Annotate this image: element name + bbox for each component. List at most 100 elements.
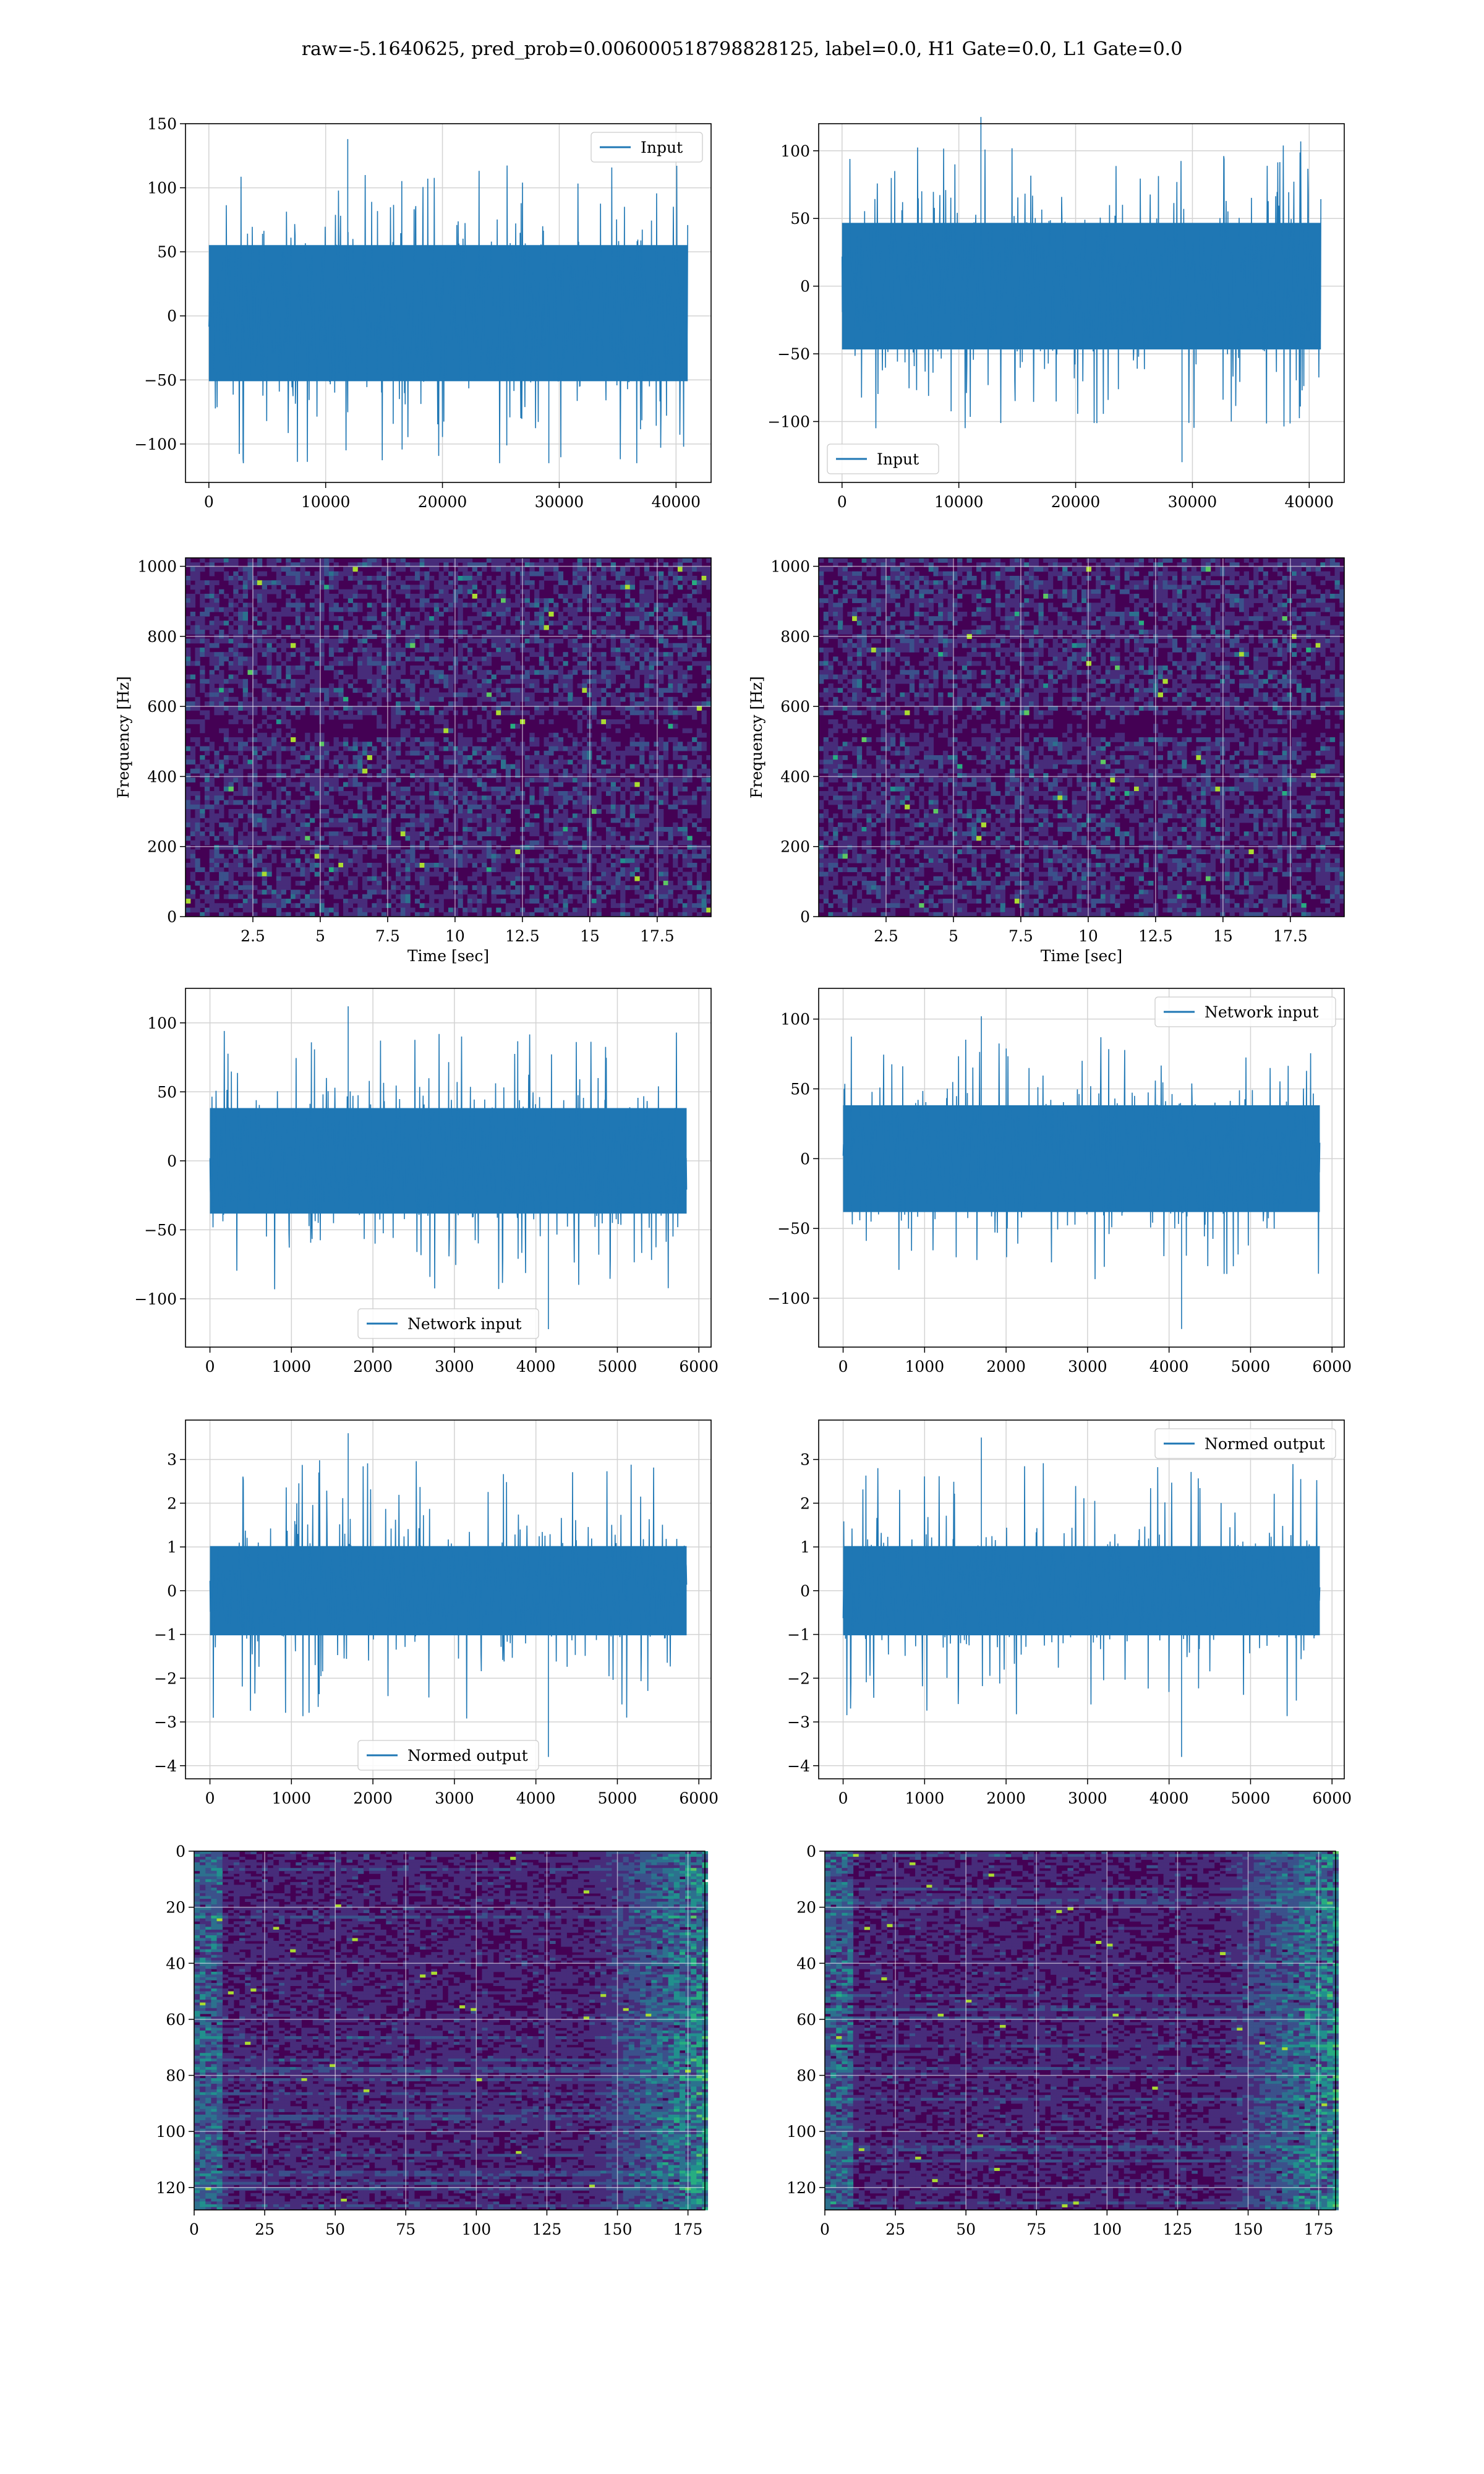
heatmap-cell xyxy=(582,867,587,873)
heatmap-cell xyxy=(458,602,463,608)
heatmap-cell xyxy=(577,666,582,670)
heatmap-cell xyxy=(200,881,205,886)
heatmap-cell xyxy=(309,863,315,868)
heatmap-cell xyxy=(577,616,582,622)
heatmap-cell xyxy=(233,558,239,563)
heatmap-cell xyxy=(267,638,272,644)
heatmap-cell xyxy=(443,804,449,810)
heatmap-cell xyxy=(214,666,220,670)
heatmap-cell xyxy=(438,710,444,716)
heatmap-cell xyxy=(443,598,449,604)
heatmap-cell xyxy=(639,648,645,653)
heatmap-cell xyxy=(190,692,196,698)
heatmap-cell xyxy=(204,840,210,845)
heatmap-cell xyxy=(186,813,191,819)
heatmap-cell xyxy=(429,782,435,787)
heatmap-cell xyxy=(319,791,325,796)
heatmap-cell xyxy=(606,858,612,863)
heatmap-cell xyxy=(591,876,597,881)
heatmap-cell xyxy=(539,670,545,675)
heatmap-cell xyxy=(433,630,440,635)
heatmap-cell xyxy=(659,786,664,792)
heatmap-cell xyxy=(357,576,363,581)
heatmap-cell xyxy=(458,742,463,747)
heatmap-cell xyxy=(209,692,215,698)
heatmap-cell xyxy=(453,602,459,608)
heatmap-cell xyxy=(381,840,387,845)
heatmap-cell xyxy=(548,643,554,648)
heatmap-cell xyxy=(677,674,683,680)
heatmap-cell xyxy=(195,800,200,805)
heatmap-cell xyxy=(343,737,349,742)
heatmap-cell xyxy=(271,620,277,626)
heatmap-cell xyxy=(291,562,296,568)
heatmap-cell xyxy=(692,791,697,796)
heatmap-cell xyxy=(262,602,267,608)
heatmap-cell xyxy=(424,648,430,653)
heatmap-cell xyxy=(433,871,440,877)
heatmap-cell xyxy=(482,849,487,855)
heatmap-cell xyxy=(472,773,477,778)
heatmap-cell xyxy=(338,831,344,837)
heatmap-cell xyxy=(300,755,305,760)
heatmap-cell xyxy=(305,822,310,828)
heatmap-cell xyxy=(486,881,492,886)
heatmap-cell xyxy=(276,773,282,778)
heatmap-cell xyxy=(677,630,683,635)
heatmap-cell xyxy=(276,728,282,734)
heatmap-cell xyxy=(324,688,330,693)
heatmap-cell xyxy=(610,760,616,765)
heatmap-cell xyxy=(577,562,582,568)
heatmap-cell xyxy=(458,616,463,622)
heatmap-cell xyxy=(186,845,191,850)
heatmap-cell xyxy=(467,854,473,859)
y-tick-label: −100 xyxy=(767,413,810,431)
heatmap-cell xyxy=(644,567,650,572)
heatmap-cell xyxy=(692,620,697,626)
heatmap-cell xyxy=(668,567,673,572)
heatmap-cell xyxy=(601,777,607,783)
heatmap-cell xyxy=(271,638,277,644)
heatmap-cell xyxy=(577,620,582,626)
heatmap-cell xyxy=(314,692,320,698)
heatmap-cell xyxy=(433,612,440,617)
heatmap-cell xyxy=(472,625,477,630)
heatmap-cell xyxy=(505,800,511,805)
heatmap-cell xyxy=(644,809,650,814)
heatmap-cell xyxy=(673,724,678,729)
heatmap-cell xyxy=(501,854,506,859)
heatmap-cell xyxy=(644,630,650,635)
heatmap-cell xyxy=(534,638,540,644)
heatmap-cell xyxy=(496,885,501,891)
heatmap-cell xyxy=(453,863,459,868)
heatmap-cell xyxy=(701,666,707,670)
heatmap-cell xyxy=(405,638,411,644)
heatmap-cell xyxy=(639,899,645,904)
heatmap-cell xyxy=(271,558,277,563)
heatmap-cell xyxy=(501,594,506,599)
heatmap-cell xyxy=(214,643,220,648)
heatmap-cell xyxy=(400,809,406,814)
heatmap-cell xyxy=(286,863,291,868)
heatmap-cell xyxy=(291,692,296,698)
heatmap-cell xyxy=(654,809,659,814)
heatmap-cell xyxy=(386,616,391,622)
heatmap-cell xyxy=(558,638,564,644)
heatmap-cell xyxy=(438,728,444,734)
heatmap-cell xyxy=(544,625,549,630)
heatmap-cell xyxy=(443,764,449,769)
heatmap-cell xyxy=(639,620,645,626)
heatmap-cell xyxy=(673,804,678,810)
heatmap-cell xyxy=(433,696,440,702)
heatmap-cell xyxy=(701,567,707,572)
heatmap-cell xyxy=(391,638,396,644)
heatmap-cell xyxy=(467,791,473,796)
heatmap-cell xyxy=(572,598,578,604)
heatmap-cell xyxy=(577,907,582,913)
heatmap-cell xyxy=(291,831,296,837)
heatmap-cell xyxy=(568,643,573,648)
heatmap-cell xyxy=(377,800,382,805)
heatmap-cell xyxy=(577,571,582,576)
heatmap-cell xyxy=(615,750,621,756)
heatmap-cell xyxy=(429,562,435,568)
